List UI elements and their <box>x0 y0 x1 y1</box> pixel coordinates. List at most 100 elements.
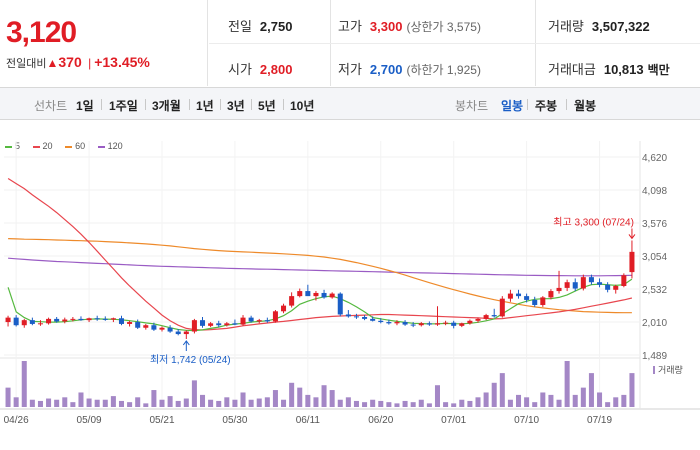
legend-ma60: 60 <box>65 141 85 151</box>
x-tick-label: 06/20 <box>368 415 393 426</box>
volume-bar <box>305 394 311 407</box>
volume-bar <box>232 399 238 407</box>
candle-body <box>499 298 505 317</box>
volume-bar <box>548 394 554 407</box>
max-arrowhead-icon <box>628 234 636 240</box>
legend-ma120: 120 <box>97 141 123 151</box>
candle-body <box>29 320 35 324</box>
candle-body <box>191 320 197 332</box>
y-tick-label: 4,620 <box>642 153 667 164</box>
candle-body <box>467 320 473 324</box>
volume-bar <box>281 399 287 407</box>
candle-separator <box>566 99 567 110</box>
volume-bar <box>321 385 327 407</box>
volume-bar <box>483 392 489 407</box>
volume-bar <box>597 392 603 407</box>
candle-body <box>62 319 68 322</box>
candle-body <box>353 316 359 318</box>
volume-bar <box>329 390 335 407</box>
change-percent: +13.45% <box>94 54 150 70</box>
volume-bar <box>540 392 546 407</box>
volume-legend-label: 거래량 <box>658 364 683 375</box>
candle-body <box>5 317 11 323</box>
candle-body <box>402 322 408 325</box>
candle-body <box>548 291 554 298</box>
candle-body <box>135 322 141 328</box>
volume-bar <box>5 387 11 407</box>
candle-body <box>143 325 149 328</box>
volume-bar <box>564 361 570 407</box>
volume-bar <box>167 396 173 407</box>
volume-bar <box>183 398 189 407</box>
volume-bar <box>70 402 76 407</box>
volume-bar <box>475 397 481 407</box>
candle-separator <box>527 99 528 110</box>
y-tick-label: 2,010 <box>642 318 667 329</box>
volume-bar <box>451 403 457 407</box>
candle-body <box>605 284 611 290</box>
candle-body <box>46 318 52 324</box>
volume-bar <box>208 399 214 407</box>
volume-bar <box>102 399 108 407</box>
x-tick-label: 05/21 <box>149 415 174 426</box>
line-chart-label: 선차트 <box>34 99 68 113</box>
candle-body <box>216 323 222 326</box>
volume-bar <box>588 373 594 407</box>
candle-body <box>507 293 513 299</box>
volume-bar <box>434 385 440 407</box>
candle-daily-button[interactable]: 일봉 <box>501 99 524 113</box>
volume-bar <box>143 403 149 407</box>
range-1w-button[interactable]: 1주일 <box>109 99 138 113</box>
candle-body <box>459 323 465 326</box>
price-chart[interactable]: 4,620 4,098 3,576 3,054 2,532 2,010 1,489 04/26… <box>0 121 700 450</box>
stat-low: 저가 2,700 (하한가 1,925) <box>338 62 481 77</box>
volume-bar <box>491 382 497 407</box>
range-separator <box>101 99 102 110</box>
range-1y-button[interactable]: 1년 <box>196 99 214 113</box>
candle-body <box>337 293 343 315</box>
volume-bar <box>29 399 35 407</box>
candle-body <box>345 314 351 317</box>
range-1d-button[interactable]: 1일 <box>76 99 94 113</box>
candle-body <box>256 320 262 322</box>
candle-body <box>410 324 416 326</box>
candle-body <box>564 282 570 288</box>
candle-body <box>321 292 327 298</box>
legend-ma20: 20 <box>32 141 53 151</box>
ma120-line <box>8 257 632 277</box>
candle-monthly-button[interactable]: 월봉 <box>574 99 597 113</box>
candle-body <box>580 277 586 289</box>
candle-body <box>54 318 60 322</box>
volume-bar <box>118 400 124 407</box>
candle-body <box>572 282 578 289</box>
range-separator <box>251 99 252 110</box>
volume-bar <box>621 394 627 407</box>
volume-bar <box>629 373 635 407</box>
x-tick-label: 05/30 <box>222 415 247 426</box>
volume-bar <box>443 402 449 407</box>
range-5y-button[interactable]: 5년 <box>258 99 276 113</box>
candle-body <box>483 315 489 319</box>
volume-bar <box>94 399 100 407</box>
volume-bar <box>289 382 295 407</box>
volume-bar <box>37 400 43 407</box>
ma5-line <box>7 278 633 332</box>
change-amount: 370 <box>58 54 82 70</box>
range-3m-button[interactable]: 3개월 <box>152 99 181 113</box>
range-10y-button[interactable]: 10년 <box>290 99 315 113</box>
volume-bar <box>418 399 424 407</box>
volume-bar <box>54 399 60 407</box>
candle-chart-label: 봉차트 <box>455 99 489 113</box>
candle-body <box>588 277 594 283</box>
x-tick-label: 07/19 <box>587 415 612 426</box>
stat-volume: 거래량 3,507,322 <box>548 19 650 34</box>
volume-bar <box>378 400 384 407</box>
candle-body <box>272 311 278 322</box>
candle-weekly-button[interactable]: 주봉 <box>535 99 558 113</box>
change-label: 전일대비 <box>6 58 47 70</box>
range-3y-button[interactable]: 3년 <box>227 99 245 113</box>
up-arrow-icon: ▲ <box>46 56 59 70</box>
volume-bar <box>499 373 505 407</box>
volume-bar <box>297 387 303 407</box>
ma20-line <box>7 177 633 331</box>
